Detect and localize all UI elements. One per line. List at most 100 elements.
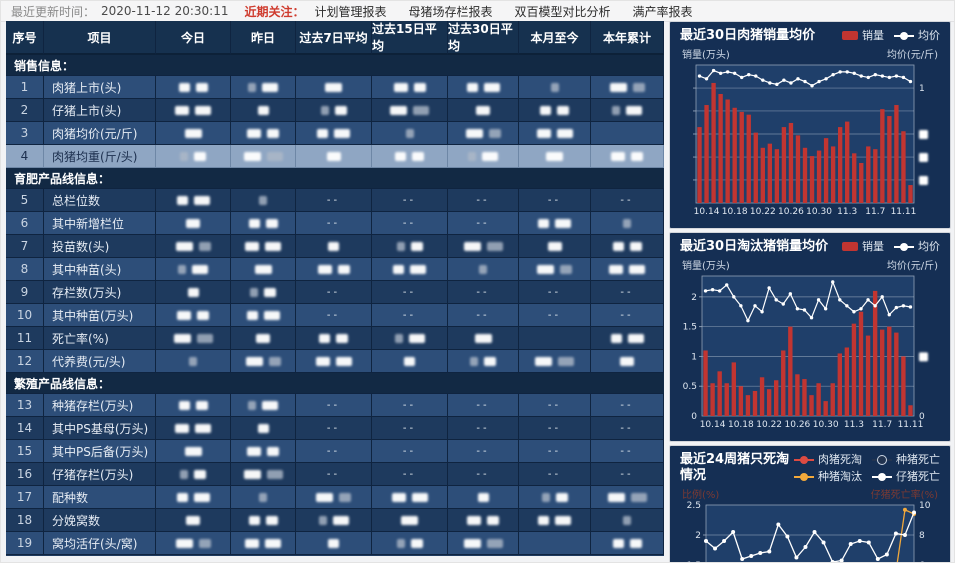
svg-text:8: 8 xyxy=(919,531,925,541)
svg-text:1.5: 1.5 xyxy=(683,323,697,333)
row-value-redacted xyxy=(519,122,591,145)
table-body: 销售信息： 1 肉猪上市(头) 2 仔猪上市(头) 3 肉猪均价(元/斤) 4 肉猪均重(斤/头… xyxy=(6,55,664,555)
table-row[interactable]: 8 其中种苗(头) xyxy=(6,258,664,281)
table-row[interactable]: 18 分娩窝数 xyxy=(6,509,664,532)
row-value-redacted: -- xyxy=(296,417,372,440)
row-value-redacted: -- xyxy=(296,304,372,327)
table-row[interactable]: 15 其中PS后备(万头) -- -- -- -- -- xyxy=(6,440,664,463)
svg-text:10.22: 10.22 xyxy=(750,207,776,217)
table-row[interactable]: 14 其中PS基母(万头) -- -- -- -- -- xyxy=(6,417,664,440)
svg-text:10.26: 10.26 xyxy=(785,420,811,430)
svg-text:10.30: 10.30 xyxy=(806,207,832,217)
legend-item[interactable]: 肉猪死淘 xyxy=(794,452,862,467)
legend-line-swatch xyxy=(794,455,814,464)
svg-text:11.3: 11.3 xyxy=(844,420,864,430)
row-value-redacted: -- xyxy=(296,189,372,212)
chart-panel-cull-pig-sales-price: 最近30日淘汰猪销量均价 销量 均价 销量(万头) 均价(元/斤) 2 1.5 1 0.… xyxy=(669,232,951,442)
row-value-redacted: -- xyxy=(591,394,664,417)
row-value-redacted xyxy=(231,145,296,168)
row-value-redacted xyxy=(448,509,519,532)
row-value-redacted xyxy=(519,235,591,258)
legend-label: 仔猪死亡 xyxy=(896,470,940,483)
link-full-capacity-report[interactable]: 满产率报表 xyxy=(632,4,693,19)
top-bar: 最近更新时间： 2020-11-12 20:30:11 近期关注： 计划管理报表… xyxy=(1,1,954,22)
table-row[interactable]: 11 死亡率(%) xyxy=(6,327,664,350)
table-row[interactable]: 10 其中种苗(万头) -- -- -- -- -- xyxy=(6,304,664,327)
y-left-axis-label: 销量(万头) xyxy=(682,261,730,272)
row-value-redacted xyxy=(448,327,519,350)
table-row[interactable]: 12 代养费(元/头) xyxy=(6,350,664,373)
row-value-redacted: -- xyxy=(591,304,664,327)
link-sow-farm-inventory-report[interactable]: 母猪场存栏报表 xyxy=(408,4,493,19)
svg-text:11.7: 11.7 xyxy=(872,420,892,430)
row-value-redacted: -- xyxy=(372,394,448,417)
legend-item[interactable]: 均价 xyxy=(894,28,940,43)
row-value-redacted xyxy=(231,394,296,417)
table-row[interactable]: 16 仔猪存栏(万头) -- -- -- -- -- xyxy=(6,463,664,486)
col-header-index: 序号 xyxy=(6,21,44,55)
row-value-redacted: -- xyxy=(296,463,372,486)
y-right-axis-label: 均价(元/斤) xyxy=(886,261,938,272)
svg-text:10.14: 10.14 xyxy=(700,420,726,430)
svg-text:0: 0 xyxy=(691,412,697,422)
row-label: 其中PS基母(万头) xyxy=(44,417,156,440)
row-value-redacted xyxy=(231,327,296,350)
row-value-redacted xyxy=(519,212,591,235)
row-value-redacted xyxy=(372,99,448,122)
row-value-redacted xyxy=(448,99,519,122)
legend-bar-swatch xyxy=(842,31,858,40)
row-value-redacted xyxy=(231,235,296,258)
legend-line-swatch xyxy=(872,472,892,481)
y-left-axis-label: 销量(万头) xyxy=(682,50,730,61)
link-double-hundred-model-comparison[interactable]: 双百模型对比分析 xyxy=(514,4,611,19)
chart-legend: 肉猪死淘 种猪死亡 种猪淘汰 仔猪死亡 xyxy=(790,452,940,484)
legend-item[interactable]: 仔猪死亡 xyxy=(872,469,940,484)
row-index: 10 xyxy=(6,304,44,327)
svg-text:11.11: 11.11 xyxy=(891,207,917,217)
legend-item[interactable]: 种猪淘汰 xyxy=(794,469,862,484)
row-index: 5 xyxy=(6,189,44,212)
row-label: 总栏位数 xyxy=(44,189,156,212)
table-row[interactable]: 13 种猪存栏(万头) -- -- -- -- -- xyxy=(6,394,664,417)
row-value-redacted xyxy=(231,281,296,304)
row-value-redacted xyxy=(231,486,296,509)
row-value-redacted xyxy=(156,258,231,281)
row-label: 肉猪上市(头) xyxy=(44,76,156,99)
legend-item[interactable]: 销量 xyxy=(842,28,884,43)
col-header-year-to-date: 本年累计 xyxy=(591,21,664,55)
chart-legend: 销量 均价 xyxy=(842,239,940,254)
row-value-redacted xyxy=(519,327,591,350)
row-value-redacted xyxy=(519,99,591,122)
row-value-redacted xyxy=(296,486,372,509)
table-section-header: 繁殖产品线信息： xyxy=(6,373,664,394)
table-row[interactable]: 19 窝均活仔(头/窝) xyxy=(6,532,664,555)
row-value-redacted: -- xyxy=(448,304,519,327)
table-row-selected[interactable]: 4 肉猪均重(斤/头) xyxy=(6,145,664,168)
row-value-redacted xyxy=(296,76,372,99)
row-index: 13 xyxy=(6,394,44,417)
table-row[interactable]: 6 其中新增栏位 -- -- -- xyxy=(6,212,664,235)
table-row[interactable]: 17 配种数 xyxy=(6,486,664,509)
row-value-redacted xyxy=(372,486,448,509)
table-row[interactable]: 5 总栏位数 -- -- -- -- -- xyxy=(6,189,664,212)
row-value-redacted xyxy=(519,509,591,532)
table-row[interactable]: 9 存栏数(万头) -- -- -- -- -- xyxy=(6,281,664,304)
legend-item[interactable]: 销量 xyxy=(842,239,884,254)
legend-item[interactable]: 种猪死亡 xyxy=(872,452,940,467)
row-index: 15 xyxy=(6,440,44,463)
svg-text:10.30: 10.30 xyxy=(813,420,839,430)
legend-label: 均价 xyxy=(918,29,940,42)
row-value-redacted xyxy=(372,350,448,373)
row-value-redacted: -- xyxy=(591,281,664,304)
row-value-redacted xyxy=(156,212,231,235)
table-row[interactable]: 7 投苗数(头) xyxy=(6,235,664,258)
table-row[interactable]: 2 仔猪上市(头) xyxy=(6,99,664,122)
row-value-redacted xyxy=(591,122,664,145)
table-row[interactable]: 3 肉猪均价(元/斤) xyxy=(6,122,664,145)
table-row[interactable]: 1 肉猪上市(头) xyxy=(6,76,664,99)
link-plan-report[interactable]: 计划管理报表 xyxy=(314,4,387,19)
row-value-redacted xyxy=(519,350,591,373)
svg-text:2: 2 xyxy=(691,293,697,303)
legend-item[interactable]: 均价 xyxy=(894,239,940,254)
row-value-redacted xyxy=(591,509,664,532)
